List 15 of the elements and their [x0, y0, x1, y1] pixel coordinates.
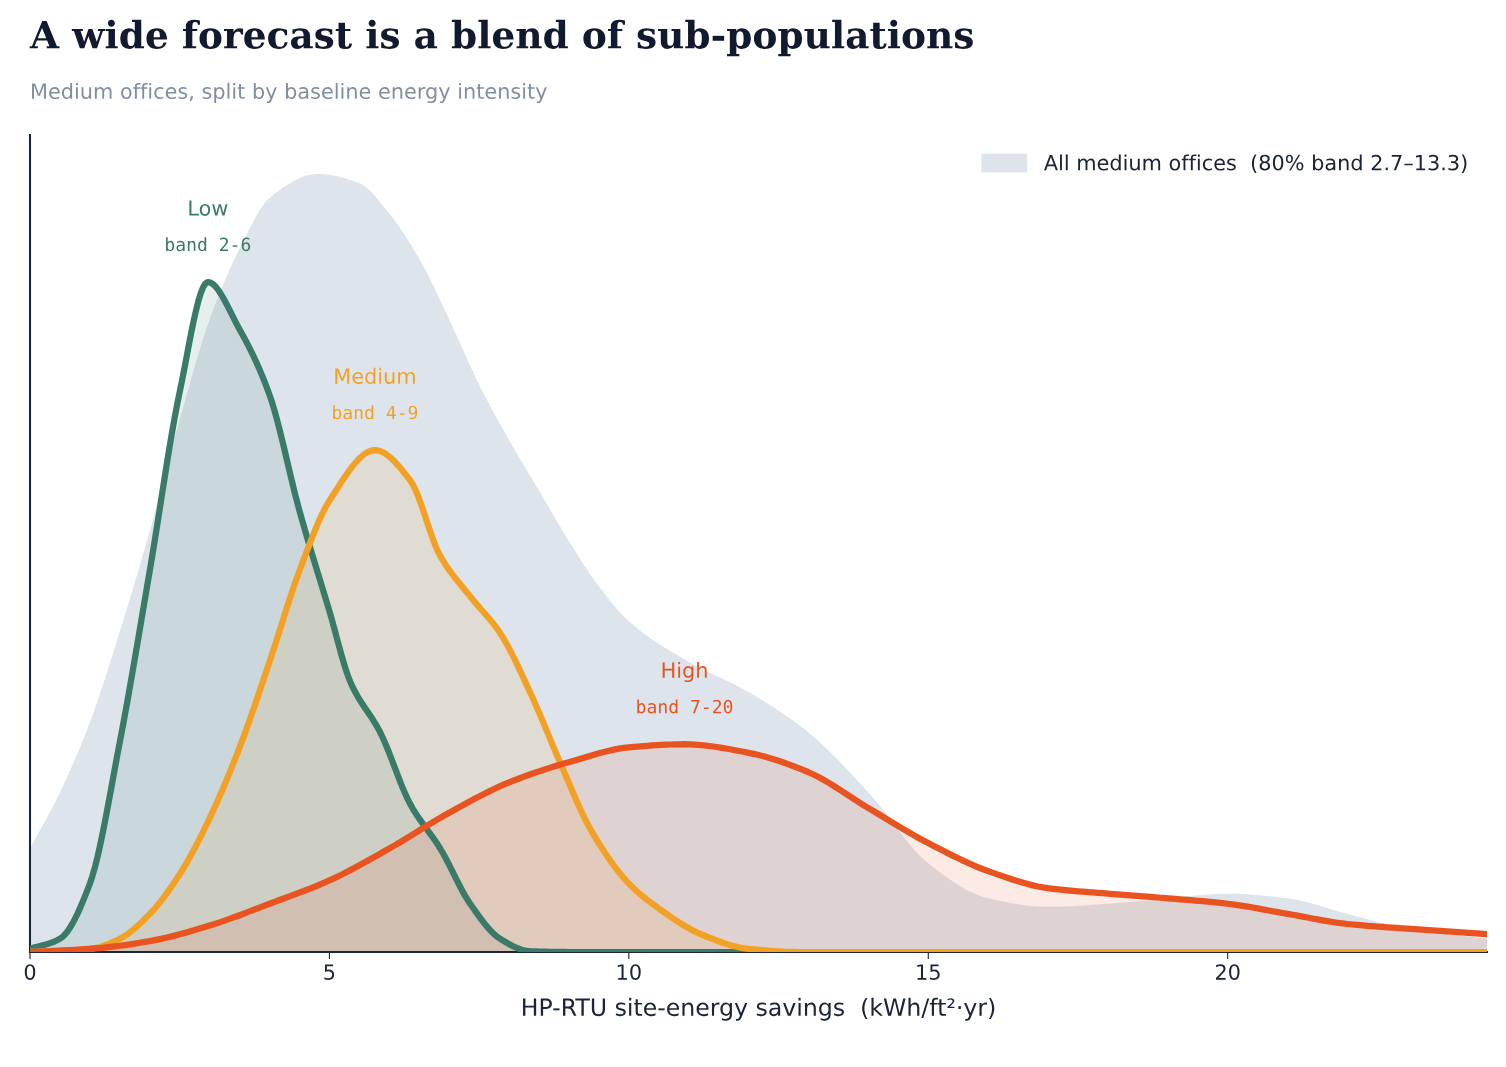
text: Medium [335, 367, 415, 384]
x-tick-label: 20 [1215, 964, 1240, 980]
x-tick-label: 5 [324, 964, 335, 980]
chart-subtitle: Medium offices, split by baseline energy intensity [32, 82, 547, 104]
x-tick-label: 10 [617, 964, 641, 980]
chart-title: A wide forecast is a blend of sub-populations [29, 19, 973, 57]
x-tick-label: 15 [917, 964, 940, 980]
x-axis-title: HP-RTU site-energy savings (kWh/ft²·yr) [523, 997, 995, 1021]
annotation: band 2-6 [166, 237, 251, 252]
annotation: band 7-20 [637, 699, 733, 714]
text: High [662, 661, 707, 683]
annotation: band 4-9 [333, 405, 418, 420]
x-tick-label: 0 [24, 964, 36, 980]
legend-label: All medium offices (80% band 2.7–13.3) [1043, 154, 1467, 173]
text: Low [189, 200, 228, 216]
